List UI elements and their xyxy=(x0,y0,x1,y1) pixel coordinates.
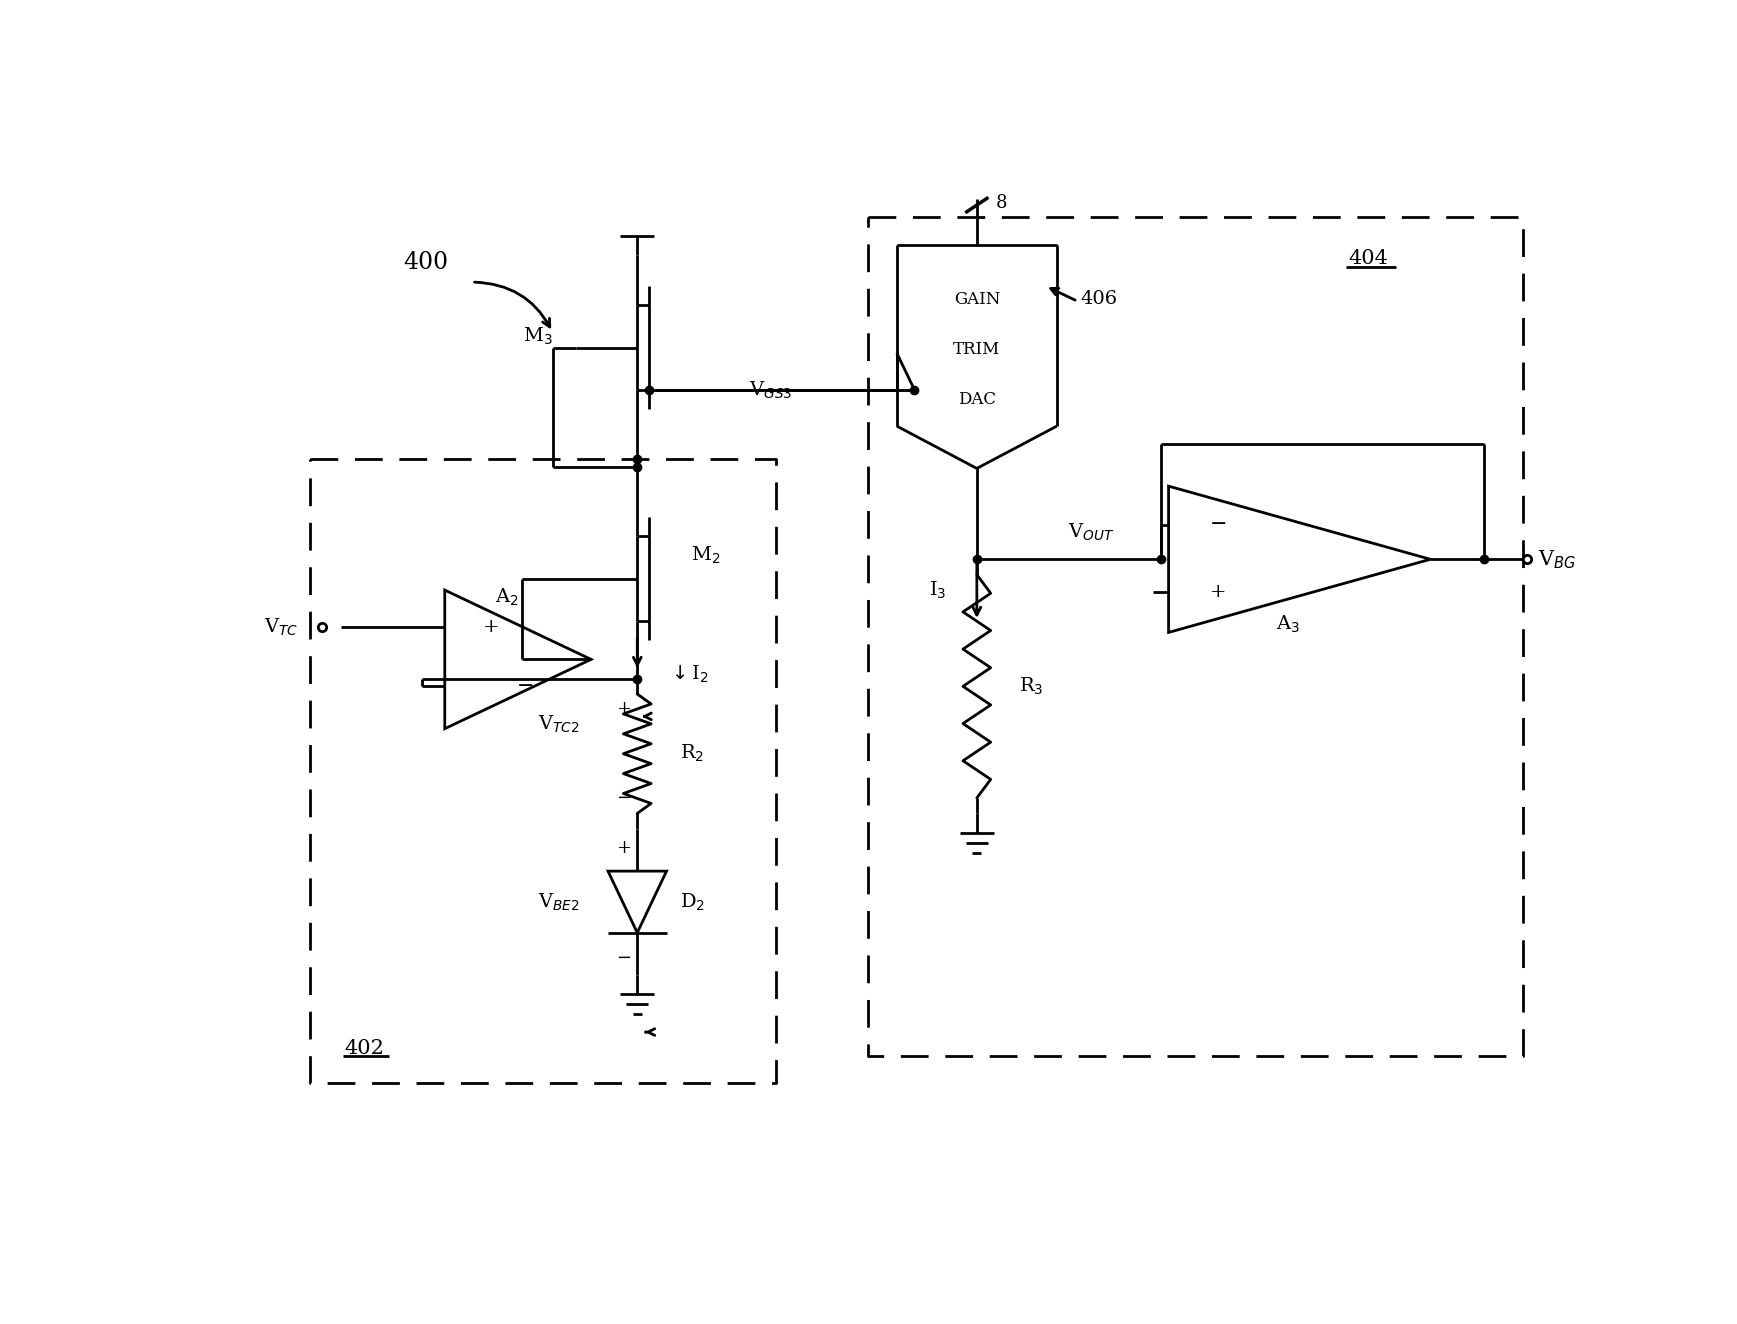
Text: DAC: DAC xyxy=(957,391,995,408)
Text: GAIN: GAIN xyxy=(954,290,1001,307)
Text: R$_2$: R$_2$ xyxy=(679,743,703,764)
Text: 406: 406 xyxy=(1080,290,1117,308)
Text: 400: 400 xyxy=(403,252,448,274)
Text: V$_{BE2}$: V$_{BE2}$ xyxy=(538,891,580,912)
Text: 8: 8 xyxy=(995,193,1007,212)
Text: $\downarrow$I$_2$: $\downarrow$I$_2$ xyxy=(669,665,709,686)
Text: +: + xyxy=(483,618,499,636)
Text: −: − xyxy=(617,949,631,967)
Text: M$_3$: M$_3$ xyxy=(523,326,552,347)
Text: 404: 404 xyxy=(1350,249,1388,269)
Text: A$_3$: A$_3$ xyxy=(1277,614,1301,636)
Text: 402: 402 xyxy=(344,1039,384,1058)
Text: M$_2$: M$_2$ xyxy=(691,544,721,567)
Text: −: − xyxy=(617,789,631,808)
Text: TRIM: TRIM xyxy=(954,340,1001,357)
Text: I$_3$: I$_3$ xyxy=(929,580,947,601)
Text: D$_2$: D$_2$ xyxy=(679,891,705,912)
Text: −: − xyxy=(1211,515,1228,534)
Text: −: − xyxy=(518,677,535,696)
Text: V$_{GS3}$: V$_{GS3}$ xyxy=(749,379,792,401)
Text: V$_{TC2}$: V$_{TC2}$ xyxy=(538,714,580,735)
Text: +: + xyxy=(617,839,631,857)
Text: V$_{TC}$: V$_{TC}$ xyxy=(264,617,299,638)
Text: +: + xyxy=(617,700,631,719)
Text: V$_{OUT}$: V$_{OUT}$ xyxy=(1068,522,1115,543)
Text: R$_3$: R$_3$ xyxy=(1020,675,1044,696)
Text: V$_{BG}$: V$_{BG}$ xyxy=(1539,548,1577,571)
Text: +: + xyxy=(1211,583,1226,601)
Text: A$_2$: A$_2$ xyxy=(495,587,518,609)
